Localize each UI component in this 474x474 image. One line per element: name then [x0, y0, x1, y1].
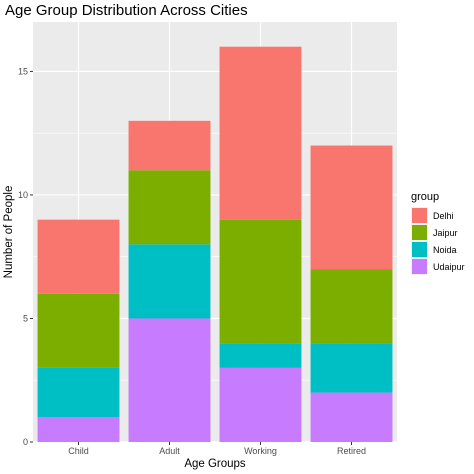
bar-delhi-retired — [310, 145, 393, 270]
y-tick-label: 5 — [23, 313, 28, 323]
legend-label-udaipur: Udaipur — [433, 262, 465, 272]
y-tick-label: 15 — [18, 66, 28, 76]
bar-jaipur-working — [219, 219, 302, 344]
bar-jaipur-adult — [128, 170, 211, 245]
x-tick-label: Retired — [337, 446, 366, 456]
legend-label-jaipur: Jaipur — [433, 228, 458, 238]
legend-swatch-noida — [412, 242, 427, 257]
bar-udaipur-adult — [128, 318, 211, 442]
x-tick-label: Adult — [159, 446, 180, 456]
y-tick-label: 0 — [23, 437, 28, 447]
bar-udaipur-retired — [310, 392, 393, 442]
legend-swatch-jaipur — [412, 225, 427, 240]
bars — [37, 46, 393, 442]
legend-label-noida: Noida — [433, 245, 457, 255]
legend-swatch-delhi — [412, 208, 427, 223]
x-axis: Child Adult Working Retired — [68, 442, 366, 456]
bar-udaipur-child — [37, 417, 120, 442]
x-axis-title: Age Groups — [184, 458, 246, 470]
bar-noida-retired — [310, 343, 393, 393]
legend-title: group — [411, 191, 439, 203]
y-axis-title: Number of People — [3, 186, 15, 279]
y-axis: 0 5 10 15 — [18, 66, 33, 447]
bar-noida-adult — [128, 244, 211, 319]
bar-delhi-child — [37, 219, 120, 294]
chart-title: Age Group Distribution Across Cities — [5, 2, 248, 19]
bar-noida-child — [37, 367, 120, 418]
bar-noida-working — [219, 343, 302, 368]
bar-jaipur-child — [37, 293, 120, 368]
legend: group Delhi Jaipur Noida Udaipur — [411, 191, 465, 275]
bar-delhi-adult — [128, 120, 211, 171]
legend-label-delhi: Delhi — [433, 211, 454, 221]
bar-jaipur-retired — [310, 269, 393, 344]
y-tick-label: 10 — [18, 190, 28, 200]
x-tick-label: Child — [68, 446, 89, 456]
x-tick-label: Working — [244, 446, 277, 456]
bar-udaipur-working — [219, 367, 302, 442]
bar-delhi-working — [219, 46, 302, 220]
legend-swatch-udaipur — [412, 259, 427, 274]
